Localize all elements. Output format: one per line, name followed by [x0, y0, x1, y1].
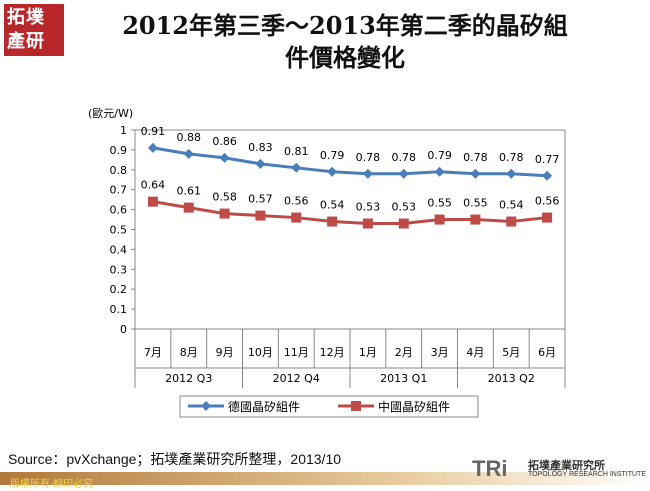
data-label: 0.57 — [248, 193, 273, 206]
y-tick-label: 0.3 — [110, 263, 128, 276]
data-point — [219, 208, 230, 219]
data-point — [434, 166, 445, 177]
y-tick-label: 0.7 — [110, 184, 128, 197]
data-label: 0.54 — [320, 199, 345, 212]
x-tick-label: 5月 — [502, 346, 520, 359]
y-tick-label: 0.2 — [110, 283, 128, 296]
page-title: 2012年第三季～2013年第二季的晶矽組 件價格變化 — [80, 10, 610, 74]
source-note: Source：pvXchange；拓墣產業研究所整理，2013/10 — [8, 451, 342, 467]
data-point — [362, 218, 373, 229]
data-label: 0.64 — [141, 179, 166, 192]
title-line-2: 件價格變化 — [285, 43, 405, 72]
data-label: 0.58 — [212, 191, 237, 204]
x-tick-label: 2月 — [395, 346, 413, 359]
x-tick-label: 11月 — [284, 346, 309, 359]
y-axis-label: (歐元/W) — [88, 106, 133, 120]
data-point — [291, 162, 302, 173]
data-point — [219, 152, 230, 163]
x-tick-label: 10月 — [248, 346, 273, 359]
x-tick-label: 8月 — [180, 346, 198, 359]
data-point — [183, 202, 194, 213]
data-point — [506, 168, 517, 179]
x-tick-label: 12月 — [320, 346, 345, 359]
legend-marker — [201, 401, 211, 411]
x-tick-label: 7月 — [144, 346, 162, 359]
y-tick-label: 0.9 — [110, 144, 128, 157]
data-label: 0.53 — [356, 201, 381, 214]
data-label: 0.78 — [356, 151, 381, 164]
data-point — [398, 168, 409, 179]
legend — [179, 395, 479, 418]
data-label: 0.81 — [284, 145, 309, 158]
data-label: 0.77 — [535, 153, 560, 166]
data-label: 0.79 — [320, 149, 345, 162]
data-label: 0.78 — [392, 151, 417, 164]
data-point — [255, 158, 266, 169]
y-tick-label: 0.8 — [110, 164, 128, 177]
x-tick-label: 4月 — [466, 346, 484, 359]
data-label: 0.78 — [499, 151, 524, 164]
y-tick-label: 0.1 — [110, 303, 128, 316]
data-label: 0.78 — [463, 151, 488, 164]
data-label: 0.54 — [499, 199, 524, 212]
y-tick-label: 0 — [120, 323, 127, 336]
data-point — [327, 166, 338, 177]
data-label: 0.86 — [212, 135, 237, 148]
data-label: 0.56 — [284, 195, 309, 208]
data-point — [147, 142, 158, 153]
data-point — [470, 214, 481, 225]
group-label: 2012 Q3 — [165, 372, 212, 385]
x-tick-label: 3月 — [431, 346, 449, 359]
data-label: 0.83 — [248, 141, 273, 154]
data-point — [183, 148, 194, 159]
tri-logo: TRi — [472, 456, 508, 481]
data-label: 0.91 — [141, 125, 166, 138]
data-point — [147, 196, 158, 207]
group-label: 2013 Q1 — [380, 372, 427, 385]
y-tick-label: 0.4 — [110, 243, 128, 256]
data-label: 0.55 — [427, 197, 452, 210]
brand-cn: 拓墣產業研究所 — [528, 459, 605, 472]
data-point — [398, 218, 409, 229]
brand-en: TOPOLOGY RESEARCH INSTITUTE — [528, 471, 646, 478]
data-point — [362, 168, 373, 179]
group-label: 2013 Q2 — [488, 372, 535, 385]
group-label: 2012 Q4 — [273, 372, 320, 385]
title-line-1: 2012年第三季～2013年第二季的晶矽組 — [122, 11, 568, 40]
y-tick-label: 0.5 — [110, 224, 128, 237]
data-label: 0.55 — [463, 197, 488, 210]
y-tick-label: 0.6 — [110, 204, 128, 217]
data-label: 0.56 — [535, 195, 560, 208]
data-label: 0.61 — [177, 185, 202, 198]
series-line-0 — [152, 146, 548, 178]
logo: 拓墣 產研 — [4, 4, 64, 56]
x-tick-label: 6月 — [538, 346, 556, 359]
data-point — [434, 214, 445, 225]
legend-marker — [351, 401, 361, 411]
data-label: 0.79 — [427, 149, 452, 162]
data-point — [506, 216, 517, 227]
data-point — [291, 212, 302, 223]
data-point — [542, 212, 553, 223]
legend-label: 中國晶矽組件 — [378, 399, 450, 414]
data-point — [255, 210, 266, 221]
x-tick-label: 1月 — [359, 346, 377, 359]
x-tick-label: 9月 — [216, 346, 234, 359]
data-label: 0.88 — [177, 131, 202, 144]
data-point — [327, 216, 338, 227]
data-label: 0.53 — [392, 201, 417, 214]
data-point — [542, 170, 553, 181]
legend-label: 德國晶矽組件 — [228, 399, 300, 414]
series-line-1 — [152, 200, 548, 226]
data-point — [470, 168, 481, 179]
y-tick-label: 1 — [120, 124, 127, 137]
